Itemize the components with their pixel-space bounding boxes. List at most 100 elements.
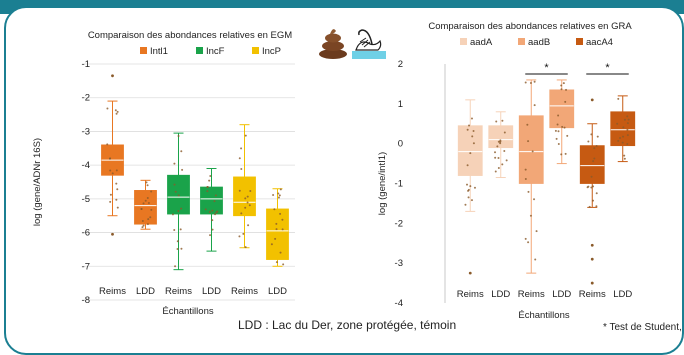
point-0-0-2 <box>116 206 119 209</box>
point-0-1-5 <box>144 199 147 202</box>
point-1-0-1 <box>470 117 473 120</box>
point-1-0-6 <box>468 124 471 127</box>
point-0-5-2 <box>278 194 281 197</box>
point-0-3-9 <box>208 179 211 182</box>
point-0-0-5 <box>115 198 118 201</box>
point-1-1-0 <box>503 149 506 152</box>
point-1-2-1 <box>524 168 527 171</box>
point-1-3-1 <box>557 130 560 133</box>
x-tick-0-3: LDD <box>202 286 221 297</box>
point-1-0-11 <box>466 164 469 167</box>
egm-chart: Comparaison des abondances relatives en … <box>32 21 636 321</box>
y-tick-0-3: -4 <box>82 160 90 171</box>
point-0-3-11 <box>211 228 214 231</box>
point-0-1-9 <box>146 223 149 226</box>
point-0-0-6 <box>111 172 114 175</box>
point-1-5-2 <box>616 122 619 125</box>
point-1-0-5 <box>470 199 473 202</box>
point-1-5-10 <box>627 118 630 121</box>
x-tick-1-3: LDD <box>552 289 571 300</box>
y-tick-1-1: 1 <box>398 99 403 110</box>
point-1-0-10 <box>473 186 476 189</box>
point-0-5-1 <box>279 251 282 254</box>
y-tick-1-4: -2 <box>395 218 403 229</box>
y-tick-1-0: 2 <box>398 59 403 70</box>
point-1-0-4 <box>466 183 469 186</box>
point-0-4-8 <box>242 232 245 235</box>
point-0-4-2 <box>248 204 251 207</box>
point-1-3-7 <box>566 134 569 137</box>
point-1-2-13 <box>527 241 530 244</box>
legend-swatch-1-1 <box>518 38 525 45</box>
point-1-5-5 <box>617 139 620 142</box>
point-0-2-3 <box>171 213 174 216</box>
point-1-2-9 <box>527 190 530 193</box>
point-0-5-13 <box>275 261 278 264</box>
point-0-3-10 <box>211 219 214 222</box>
point-0-2-10 <box>173 228 176 231</box>
x-tick-1-1: LDD <box>491 289 510 300</box>
point-1-2-2 <box>533 104 536 107</box>
point-0-4-11 <box>246 201 249 204</box>
point-0-1-2 <box>146 196 149 199</box>
point-1-2-7 <box>529 214 532 217</box>
outlier-0-1 <box>111 232 114 236</box>
point-0-5-12 <box>275 228 278 231</box>
point-1-2-12 <box>535 230 538 233</box>
point-1-3-9 <box>555 137 558 140</box>
point-0-5-7 <box>279 212 282 215</box>
point-0-4-0 <box>244 246 247 249</box>
box-1-2 <box>518 115 544 184</box>
chart-title-1: Comparaison des abondances relatives en … <box>428 21 632 32</box>
point-1-3-11 <box>564 100 567 103</box>
point-1-3-13 <box>560 84 563 87</box>
x-tick-0-5: LDD <box>268 286 287 297</box>
point-1-4-12 <box>592 185 595 188</box>
poop-icon <box>319 29 347 59</box>
point-0-1-14 <box>150 208 153 211</box>
point-1-1-13 <box>494 151 497 154</box>
point-0-4-6 <box>247 224 250 227</box>
point-0-4-7 <box>240 167 243 170</box>
point-1-3-6 <box>565 88 568 91</box>
point-0-5-10 <box>275 222 278 225</box>
point-1-2-3 <box>534 258 537 261</box>
point-0-4-4 <box>244 197 247 200</box>
point-0-2-5 <box>174 265 177 268</box>
point-1-3-8 <box>554 129 557 132</box>
box-0-1 <box>134 190 157 225</box>
x-tick-0-4: Reims <box>231 286 258 297</box>
point-0-3-8 <box>211 209 214 212</box>
point-1-2-14 <box>533 80 536 83</box>
x-axis-label-0: Échantillons <box>162 306 213 317</box>
legend-label-0-0: Intl1 <box>150 46 168 57</box>
outlier-1-2 <box>590 257 594 261</box>
point-1-0-2 <box>466 128 469 131</box>
y-tick-1-3: -1 <box>395 179 403 190</box>
outlier-1-1 <box>590 243 594 247</box>
point-1-4-15 <box>587 185 590 188</box>
legend-label-1-2: aacA4 <box>586 37 613 48</box>
box-1-4 <box>579 145 605 184</box>
point-0-1-15 <box>140 208 143 211</box>
point-1-0-15 <box>472 129 475 132</box>
point-0-2-4 <box>180 247 183 250</box>
box-0-4 <box>233 176 256 217</box>
point-1-3-15 <box>564 152 567 155</box>
point-1-4-1 <box>590 186 593 189</box>
point-1-4-2 <box>588 205 591 208</box>
point-0-0-0 <box>115 112 118 115</box>
point-0-1-8 <box>149 216 152 219</box>
sig-label-1-0: * <box>544 62 549 74</box>
box-1-3 <box>549 89 575 129</box>
point-1-4-11 <box>596 135 599 138</box>
point-1-2-10 <box>533 198 536 201</box>
point-1-1-8 <box>497 166 500 169</box>
point-0-1-1 <box>150 190 153 193</box>
x-tick-1-2: Reims <box>518 289 545 300</box>
point-0-5-8 <box>273 208 276 211</box>
point-1-4-9 <box>595 192 598 195</box>
point-0-2-0 <box>180 207 183 210</box>
y-tick-0-7: -8 <box>82 295 90 306</box>
legend-swatch-1-0 <box>460 38 467 45</box>
